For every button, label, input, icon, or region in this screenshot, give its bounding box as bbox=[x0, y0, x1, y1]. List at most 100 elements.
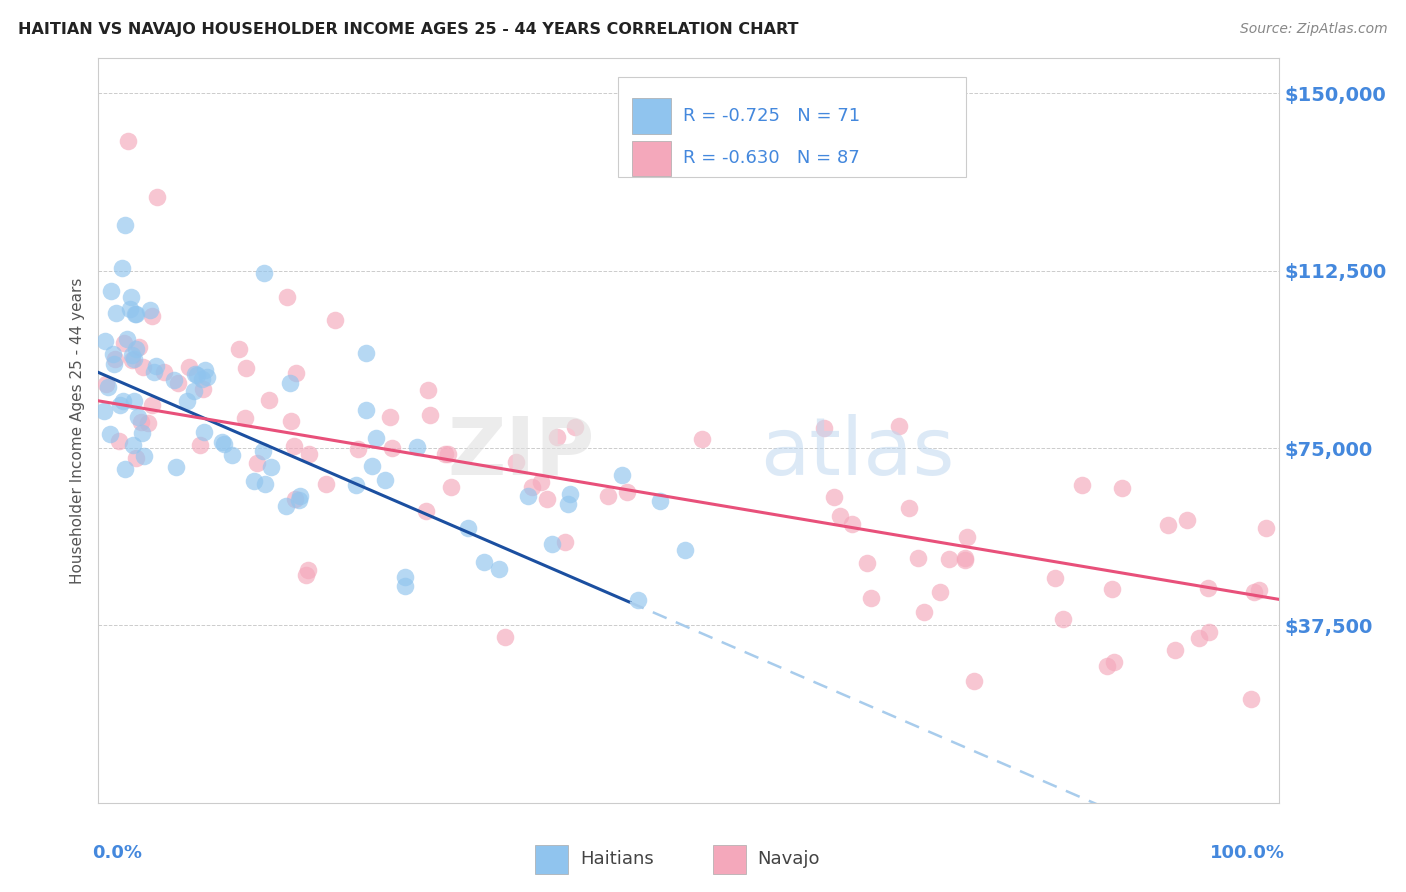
Point bbox=[394, 579, 416, 593]
Point bbox=[146, 190, 169, 204]
Text: 100.0%: 100.0% bbox=[1211, 844, 1285, 862]
Point bbox=[650, 493, 672, 508]
Point bbox=[105, 306, 128, 320]
Point bbox=[1188, 631, 1211, 645]
Point bbox=[855, 557, 877, 571]
Point bbox=[122, 352, 145, 367]
Point bbox=[260, 460, 283, 475]
Point bbox=[284, 492, 307, 507]
Point bbox=[108, 398, 131, 412]
Point bbox=[96, 377, 118, 392]
Point bbox=[120, 290, 142, 304]
Point bbox=[179, 359, 201, 374]
Point bbox=[295, 567, 318, 582]
Point bbox=[1095, 658, 1118, 673]
Text: ZIP: ZIP bbox=[447, 414, 595, 491]
Point bbox=[488, 561, 510, 575]
Point bbox=[111, 394, 134, 409]
Text: Haitians: Haitians bbox=[581, 850, 654, 869]
Point bbox=[246, 456, 269, 470]
Point bbox=[378, 409, 401, 424]
Point bbox=[186, 368, 208, 383]
Point bbox=[841, 517, 863, 532]
Point bbox=[114, 462, 136, 476]
Point bbox=[938, 552, 960, 566]
Point bbox=[1175, 513, 1198, 527]
Point bbox=[360, 458, 382, 473]
Point bbox=[354, 403, 377, 417]
Point bbox=[128, 340, 150, 354]
Point bbox=[546, 430, 568, 444]
FancyBboxPatch shape bbox=[633, 141, 671, 177]
Point bbox=[276, 290, 298, 304]
Point bbox=[953, 553, 976, 567]
Point bbox=[517, 489, 540, 503]
Point bbox=[1240, 691, 1263, 706]
Point bbox=[928, 584, 950, 599]
Point bbox=[195, 369, 218, 384]
Point bbox=[1157, 518, 1180, 533]
Point bbox=[673, 542, 696, 557]
Point bbox=[283, 439, 305, 453]
Point bbox=[823, 490, 845, 504]
Point bbox=[100, 285, 122, 299]
Point bbox=[323, 313, 346, 327]
Point bbox=[1197, 581, 1219, 595]
Point bbox=[121, 347, 143, 361]
Point bbox=[136, 417, 159, 431]
Point bbox=[235, 360, 257, 375]
Point bbox=[176, 394, 198, 409]
Point bbox=[1198, 625, 1220, 640]
Point bbox=[163, 373, 186, 387]
Point bbox=[288, 493, 311, 508]
Point bbox=[125, 307, 148, 321]
Point bbox=[153, 365, 176, 379]
Point bbox=[121, 353, 143, 368]
Point bbox=[132, 450, 155, 464]
FancyBboxPatch shape bbox=[536, 846, 568, 873]
Point bbox=[354, 346, 377, 360]
Point bbox=[344, 478, 367, 492]
Point bbox=[813, 420, 835, 434]
Point bbox=[436, 447, 458, 461]
Point bbox=[596, 489, 619, 503]
Point bbox=[1249, 582, 1271, 597]
Point bbox=[114, 218, 136, 232]
Point bbox=[139, 303, 162, 318]
Point bbox=[472, 555, 495, 569]
Text: Source: ZipAtlas.com: Source: ZipAtlas.com bbox=[1240, 22, 1388, 37]
Point bbox=[690, 432, 713, 446]
Point bbox=[107, 434, 129, 449]
Point bbox=[1052, 612, 1074, 626]
FancyBboxPatch shape bbox=[633, 98, 671, 134]
Point bbox=[191, 372, 214, 386]
Point bbox=[554, 534, 576, 549]
Point bbox=[859, 591, 882, 605]
Point bbox=[211, 435, 233, 450]
Point bbox=[406, 440, 429, 454]
Point bbox=[125, 342, 148, 356]
Point bbox=[557, 497, 579, 511]
Point bbox=[494, 630, 516, 644]
Point bbox=[433, 447, 456, 461]
Point bbox=[1101, 582, 1123, 597]
Point bbox=[101, 346, 124, 360]
Point bbox=[103, 357, 125, 371]
Point bbox=[1164, 643, 1187, 657]
Point bbox=[165, 460, 187, 475]
Point bbox=[98, 427, 121, 442]
Point bbox=[953, 550, 976, 565]
Point bbox=[141, 398, 163, 412]
Point bbox=[228, 342, 250, 356]
Y-axis label: Householder Income Ages 25 - 44 years: Householder Income Ages 25 - 44 years bbox=[70, 277, 86, 583]
Point bbox=[131, 426, 153, 441]
Point bbox=[143, 365, 166, 379]
Point bbox=[612, 467, 634, 482]
Point bbox=[626, 592, 648, 607]
Point bbox=[97, 380, 120, 394]
Point bbox=[145, 359, 167, 373]
Point bbox=[1102, 655, 1125, 669]
Point bbox=[259, 393, 281, 408]
Point bbox=[505, 455, 527, 469]
Point bbox=[129, 416, 152, 430]
